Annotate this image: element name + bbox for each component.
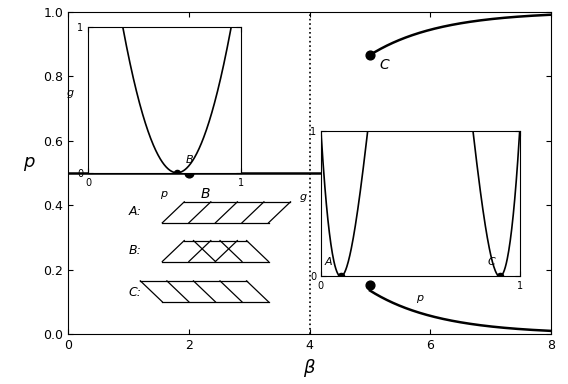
Text: A:: A: [128, 205, 141, 218]
Point [336, 273, 345, 280]
Text: B: B [201, 187, 210, 201]
X-axis label: $p$: $p$ [416, 293, 425, 305]
Point [365, 282, 374, 288]
Text: B:: B: [128, 244, 141, 257]
Text: B: B [186, 155, 194, 165]
X-axis label: $p$: $p$ [160, 189, 169, 201]
Point [184, 170, 193, 176]
Y-axis label: $g$: $g$ [66, 88, 74, 100]
Y-axis label: $g$: $g$ [299, 192, 307, 204]
Text: C:: C: [128, 286, 141, 299]
Y-axis label: $p$: $p$ [23, 155, 36, 173]
Text: C: C [379, 58, 389, 72]
X-axis label: $\beta$: $\beta$ [303, 358, 316, 379]
Point [365, 52, 374, 58]
Text: C: C [488, 257, 496, 267]
Point [173, 170, 182, 176]
Text: A: A [379, 264, 389, 278]
Point [495, 273, 504, 280]
Text: A: A [325, 257, 332, 267]
